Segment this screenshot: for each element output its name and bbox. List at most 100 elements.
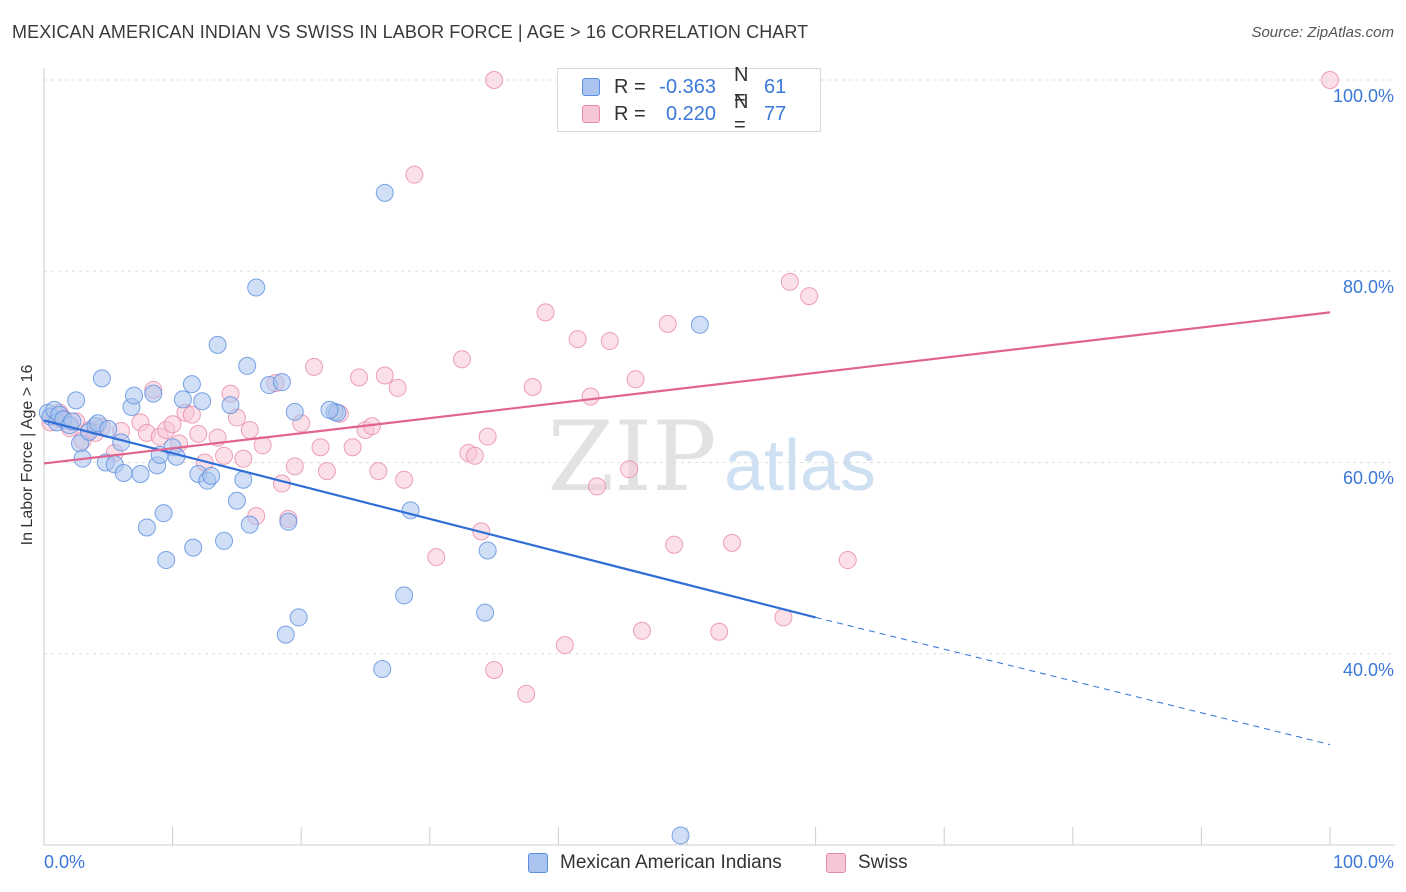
data-point — [305, 357, 324, 376]
legend-item-label: Mexican American Indians — [560, 852, 782, 873]
data-point — [427, 548, 446, 567]
data-point — [215, 446, 234, 465]
axes — [43, 68, 1395, 846]
data-point — [215, 531, 234, 550]
data-point — [568, 330, 587, 349]
data-point — [665, 535, 684, 554]
data-point — [485, 71, 504, 89]
y-tick-label: 60.0% — [1342, 468, 1394, 488]
legend-row-blue: R = -0.363 N = 61 — [582, 64, 786, 109]
y-tick-label: 40.0% — [1342, 660, 1394, 680]
data-point — [221, 396, 240, 415]
y-tick-label: 80.0% — [1342, 277, 1394, 297]
legend-swatch-pink — [826, 853, 846, 873]
data-point — [125, 386, 144, 405]
data-point — [202, 466, 221, 485]
data-point — [240, 515, 259, 534]
data-point — [388, 378, 407, 397]
legend-item-label: Swiss — [858, 852, 908, 873]
data-point — [208, 335, 227, 354]
data-point — [227, 491, 246, 510]
data-point — [247, 278, 266, 297]
data-point — [154, 504, 173, 523]
legend-item-mexican-american-indians[interactable]: Mexican American Indians — [528, 852, 782, 874]
watermark-zip: ZIP — [547, 401, 716, 513]
data-point — [114, 464, 133, 483]
source-label: Source: ZipAtlas.com — [1251, 24, 1394, 41]
data-point — [163, 415, 182, 434]
data-point — [173, 390, 192, 409]
data-point — [536, 303, 555, 322]
data-point — [157, 551, 176, 570]
data-point — [144, 384, 163, 403]
y-tick-label: 100.0% — [1332, 86, 1394, 106]
trend-line-blue — [43, 419, 816, 619]
data-point — [800, 287, 819, 306]
data-point — [276, 625, 295, 644]
data-point — [581, 387, 600, 406]
data-point — [395, 470, 414, 489]
data-point — [182, 375, 201, 394]
legend-n-label: N = — [734, 64, 749, 109]
x-tick-label: 100.0% — [1332, 852, 1394, 872]
legend-n-label: N = — [734, 91, 749, 136]
data-point — [723, 533, 742, 552]
legend-swatch-blue — [582, 78, 600, 96]
chart-title: MEXICAN AMERICAN INDIAN VS SWISS IN LABO… — [12, 22, 809, 42]
data-point — [279, 512, 298, 531]
series-mexican-american-indians — [38, 183, 709, 845]
data-point — [285, 402, 304, 421]
data-point — [620, 460, 639, 479]
data-point — [317, 462, 336, 481]
data-point — [311, 438, 330, 457]
y-axis-label: In Labor Force | Age > 16 — [19, 364, 36, 546]
data-point — [272, 373, 291, 392]
data-point — [375, 183, 394, 202]
watermark: ZIP atlas — [547, 401, 876, 513]
data-point — [478, 541, 497, 560]
data-point — [587, 477, 606, 496]
data-point — [485, 661, 504, 680]
legend-r-label: R = — [614, 75, 646, 98]
legend-row-pink: R = 0.220 N = 77 — [582, 91, 786, 136]
data-point — [405, 165, 424, 184]
data-point — [238, 356, 257, 375]
data-point — [452, 350, 471, 369]
data-point — [67, 391, 86, 410]
data-point — [658, 314, 677, 333]
data-point — [555, 636, 574, 655]
data-point — [780, 272, 799, 291]
data-point — [710, 622, 729, 641]
data-point — [465, 446, 484, 465]
series-legend: Mexican American Indians Swiss — [0, 852, 1406, 878]
data-point — [189, 424, 208, 443]
data-point — [690, 315, 709, 334]
data-point — [523, 377, 542, 396]
trend-line-blue-extension — [815, 616, 1331, 746]
legend-item-swiss[interactable]: Swiss — [826, 852, 908, 874]
data-point — [240, 420, 259, 439]
legend-r-value: 0.220 — [665, 102, 716, 125]
data-point — [838, 551, 857, 570]
data-point — [632, 621, 651, 640]
data-point — [234, 449, 253, 468]
legend-swatch-blue — [528, 853, 548, 873]
x-tick-label: 0.0% — [44, 852, 86, 872]
data-point — [478, 427, 497, 446]
legend-r-value: -0.363 — [659, 75, 716, 98]
data-point — [1321, 71, 1339, 89]
data-point — [375, 366, 394, 385]
data-point — [343, 438, 362, 457]
data-point — [476, 603, 495, 622]
data-point — [285, 457, 304, 476]
data-point — [600, 332, 619, 351]
data-point — [395, 586, 414, 605]
data-point — [184, 538, 203, 557]
data-point — [369, 462, 388, 481]
data-point — [193, 392, 212, 411]
watermark-atlas: atlas — [724, 426, 876, 506]
data-point — [517, 684, 536, 703]
data-point — [320, 400, 339, 419]
data-point — [137, 518, 156, 537]
